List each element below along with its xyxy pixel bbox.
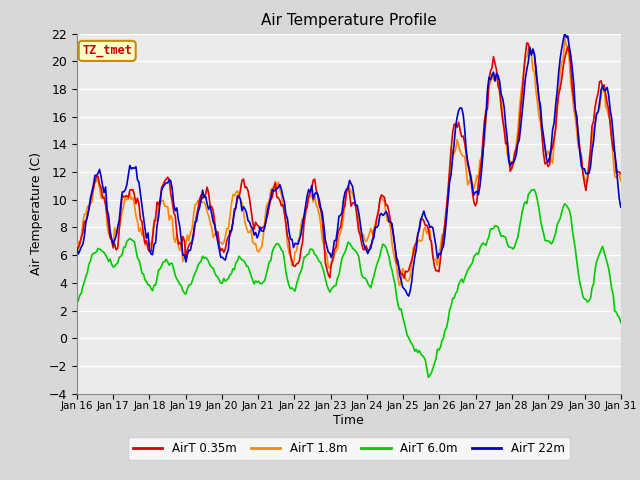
AirT 1.8m [73,244,81,250]
AirT 0.35m [617,171,625,177]
AirT 22m [617,204,625,210]
AirT 1.8m [311,192,319,198]
Y-axis label: Air Temperature (C): Air Temperature (C) [30,152,43,275]
AirT 22m [235,193,243,199]
AirT 0.35m [589,119,597,124]
AirT 0.35m [262,216,270,222]
AirT 22m [561,30,568,36]
Line: AirT 22m: AirT 22m [77,33,621,296]
AirT 6.0m [617,320,625,325]
AirT 22m [311,191,319,197]
AirT 1.8m [589,125,597,131]
Line: AirT 1.8m: AirT 1.8m [77,39,621,286]
Title: Air Temperature Profile: Air Temperature Profile [261,13,436,28]
AirT 6.0m [531,187,538,192]
AirT 0.35m [311,176,319,182]
X-axis label: Time: Time [333,414,364,427]
AirT 1.8m [396,283,403,288]
AirT 6.0m [140,271,147,277]
AirT 1.8m [617,178,625,184]
AirT 0.35m [523,40,531,46]
AirT 6.0m [253,279,261,285]
AirT 1.8m [262,204,270,210]
AirT 22m [140,216,147,221]
AirT 6.0m [424,374,432,380]
AirT 22m [405,293,413,299]
Line: AirT 6.0m: AirT 6.0m [77,190,621,377]
AirT 0.35m [73,245,81,251]
AirT 22m [73,245,81,251]
AirT 1.8m [253,248,261,253]
AirT 6.0m [235,253,243,259]
AirT 6.0m [73,300,81,307]
AirT 6.0m [311,252,319,258]
AirT 22m [589,139,597,144]
Legend: AirT 0.35m, AirT 1.8m, AirT 6.0m, AirT 22m: AirT 0.35m, AirT 1.8m, AirT 6.0m, AirT 2… [128,437,570,460]
AirT 0.35m [235,195,243,201]
AirT 1.8m [561,36,568,42]
Line: AirT 0.35m: AirT 0.35m [77,43,621,278]
AirT 0.35m [140,231,147,237]
AirT 0.35m [400,276,408,281]
AirT 6.0m [262,272,270,277]
AirT 0.35m [253,222,261,228]
AirT 1.8m [235,192,243,198]
Text: TZ_tmet: TZ_tmet [82,44,132,58]
AirT 1.8m [140,230,147,236]
AirT 22m [253,235,261,240]
AirT 6.0m [589,281,597,287]
AirT 22m [262,217,270,223]
